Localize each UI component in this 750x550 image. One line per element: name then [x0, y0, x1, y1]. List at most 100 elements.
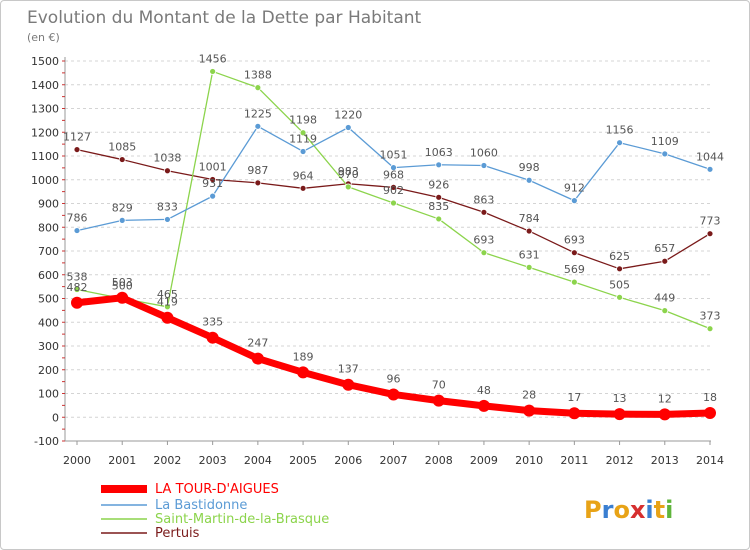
data-label: 833	[157, 200, 178, 213]
data-label: 931	[202, 177, 223, 190]
x-tick-label: 2011	[560, 454, 588, 467]
data-label: 505	[609, 278, 630, 291]
data-label: 137	[338, 363, 359, 376]
y-tick-label: 100	[38, 388, 59, 401]
point	[206, 331, 219, 344]
point	[616, 139, 623, 147]
y-tick-label: 900	[38, 198, 59, 211]
point	[525, 227, 533, 235]
point	[297, 366, 310, 379]
data-label: 70	[432, 379, 446, 392]
data-label: 17	[567, 391, 581, 404]
data-label: 500	[112, 280, 133, 293]
y-tick-label: 500	[38, 293, 59, 306]
y-tick-label: -100	[34, 435, 59, 448]
data-label: 964	[293, 169, 314, 182]
point	[525, 263, 533, 271]
x-tick-label: 2002	[153, 454, 181, 467]
point	[477, 399, 490, 412]
data-label: 693	[473, 234, 494, 247]
y-tick-label: 1300	[31, 103, 59, 116]
data-label: 773	[700, 215, 721, 228]
point	[480, 162, 488, 169]
legend-label-2: Saint-Martin-de-la-Brasque	[155, 512, 329, 527]
data-label: 247	[247, 337, 268, 350]
chart-title: Evolution du Montant de la Dette par Hab…	[27, 8, 422, 28]
data-label: 373	[700, 310, 721, 323]
point	[342, 378, 355, 391]
data-label: 1001	[199, 161, 227, 174]
chart-subtitle: (en €)	[27, 31, 60, 44]
data-label: 912	[564, 182, 585, 195]
y-tick-label: 1000	[31, 174, 59, 187]
data-label: 449	[654, 292, 675, 305]
data-label: 1198	[289, 114, 317, 127]
data-label: 631	[519, 248, 540, 261]
point	[525, 176, 533, 184]
point	[523, 404, 536, 417]
point	[116, 291, 129, 304]
point	[570, 278, 578, 286]
point	[706, 325, 714, 333]
data-label: 1119	[289, 132, 317, 145]
data-label: 970	[338, 168, 359, 181]
point	[613, 408, 626, 421]
point	[209, 192, 217, 200]
y-tick-label: 300	[38, 340, 59, 353]
point	[118, 216, 126, 224]
data-label: 335	[202, 316, 223, 329]
point	[209, 68, 217, 75]
data-label: 1109	[651, 135, 679, 148]
series-lines	[71, 68, 716, 421]
point	[209, 176, 217, 183]
data-label: 863	[473, 193, 494, 206]
data-label: 968	[383, 168, 404, 181]
point	[71, 296, 83, 309]
data-label: 983	[338, 165, 359, 178]
data-label: 48	[477, 384, 491, 397]
point	[480, 208, 488, 216]
data-label: 657	[654, 242, 675, 255]
point	[432, 394, 445, 407]
data-label: 189	[293, 350, 314, 363]
legend-label-1: La Bastidonne	[155, 498, 247, 513]
data-label: 465	[157, 288, 178, 301]
data-label: 1044	[696, 150, 724, 163]
point	[344, 124, 352, 131]
y-tick-label: 700	[38, 245, 59, 258]
point	[706, 165, 714, 173]
y-tick-label: 400	[38, 316, 59, 329]
x-tick-label: 2014	[696, 454, 724, 467]
data-label: 482	[67, 281, 88, 294]
point	[73, 286, 81, 293]
data-label: 1063	[425, 146, 453, 159]
point	[390, 183, 397, 191]
point	[254, 122, 262, 130]
data-label: 538	[67, 270, 88, 283]
x-tick-label: 2005	[289, 454, 317, 467]
data-label: 1051	[380, 149, 408, 162]
y-tick-label: 1200	[31, 126, 59, 139]
data-label: 1085	[108, 141, 136, 154]
data-label: 835	[428, 200, 449, 213]
point	[661, 307, 669, 315]
data-label: 12	[658, 392, 672, 405]
point	[390, 199, 397, 207]
data-label: 902	[383, 184, 404, 197]
legend-label-3: Pertuis	[155, 526, 200, 541]
y-tick-label: 0	[52, 411, 59, 424]
data-label: 829	[112, 201, 133, 214]
data-label: 1388	[244, 69, 272, 82]
data-label: 625	[609, 250, 630, 263]
data-label: 28	[522, 389, 536, 402]
x-tick-label: 2012	[606, 454, 634, 467]
point	[616, 265, 623, 273]
y-tick-label: 1500	[31, 55, 59, 68]
data-label: 419	[157, 296, 178, 309]
data-label: 786	[67, 212, 88, 225]
data-label: 503	[112, 276, 133, 289]
logo-text: Proxiti	[584, 496, 673, 524]
